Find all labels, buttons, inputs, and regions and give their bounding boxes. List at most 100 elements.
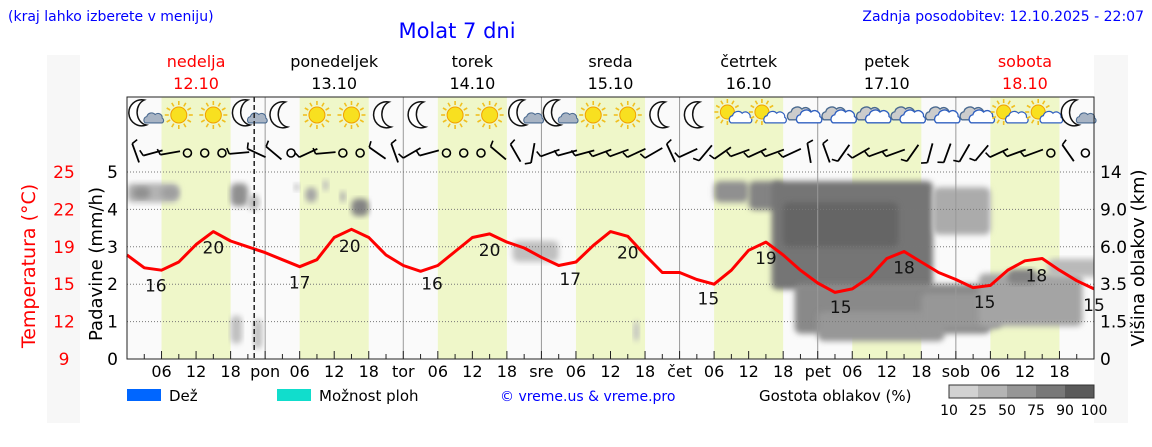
wind-barb-icon xyxy=(921,143,934,164)
sun-ray xyxy=(442,107,447,111)
wind-barb-feather xyxy=(726,150,732,157)
sun-ray xyxy=(355,102,360,107)
cloud-patch xyxy=(932,187,991,235)
cloud-scale-label: 90 xyxy=(1056,403,1074,419)
wind-barb-shaft xyxy=(926,143,934,163)
sun-cloud-icon xyxy=(990,99,1029,125)
wind-barb-icon xyxy=(806,139,814,164)
sun-ray xyxy=(1031,100,1035,105)
cloud-patch xyxy=(293,183,300,191)
day-name: sobota xyxy=(998,52,1052,71)
legend: Dež Možnost ploh © vreme.us & vreme.pro … xyxy=(127,384,1107,419)
sun-ray xyxy=(183,123,187,128)
cloud-height-tick: 9.0 xyxy=(1100,200,1127,220)
sun-icon xyxy=(302,101,331,129)
wind-barb-shaft xyxy=(942,143,952,163)
sun-ray xyxy=(632,102,636,107)
wind-barb-icon xyxy=(881,148,906,158)
wind-barb-shaft xyxy=(540,148,560,158)
cloud-scale-swatch xyxy=(949,385,978,398)
wind-barb-shaft xyxy=(1006,148,1026,158)
moon-cloud-icon xyxy=(1060,99,1097,127)
x-tick-label: 06 xyxy=(980,362,1000,381)
moon-shape xyxy=(649,101,671,129)
sun-ray xyxy=(459,102,463,107)
cloud-shape xyxy=(1075,112,1097,124)
wind-barb-feather xyxy=(953,159,960,163)
clouds-icon xyxy=(890,106,927,124)
sun-ray xyxy=(205,102,210,107)
wind-barb-feather xyxy=(846,153,853,159)
cloud-shape xyxy=(830,109,857,124)
sun-ray xyxy=(325,107,330,111)
moon-icon xyxy=(269,101,291,129)
location-hint[interactable]: (kraj lahko izberete v meniju) xyxy=(8,9,214,25)
sun-ray xyxy=(343,123,348,128)
sun-ray xyxy=(459,123,463,128)
sun-ray xyxy=(463,107,468,111)
cloud-patch xyxy=(132,187,151,199)
wind-barb-feather xyxy=(368,140,372,148)
wind-barb-feather xyxy=(985,152,991,158)
wind-barb-icon xyxy=(726,148,750,158)
cloud-height-tick: 1.5 xyxy=(1100,313,1127,333)
moon-shape xyxy=(231,99,253,127)
cloud-patch xyxy=(230,183,248,207)
wind-barb-feather xyxy=(226,147,231,155)
wind-barb-icon xyxy=(397,147,422,159)
x-tick-label: 18 xyxy=(220,362,240,381)
credit-link[interactable]: © vreme.us & vreme.pro xyxy=(500,389,675,405)
x-tick-label: 18 xyxy=(359,362,379,381)
moon-shape xyxy=(1060,99,1082,127)
wind-barb-shaft xyxy=(1061,144,1075,162)
moon-cloud-icon xyxy=(231,99,268,127)
wind-barb-feather xyxy=(509,139,516,145)
x-tick-label: 06 xyxy=(289,362,309,381)
wind-barb-shaft xyxy=(626,147,646,159)
clouds-icon xyxy=(855,106,892,124)
sun-ray xyxy=(992,104,997,109)
wind-barb-icon xyxy=(953,143,971,163)
moon-cloud-icon xyxy=(128,99,165,127)
sun-ray xyxy=(325,119,330,123)
moon-icon xyxy=(683,101,705,129)
sun-ray xyxy=(304,119,309,123)
sun-ray xyxy=(217,123,222,128)
sun-ray xyxy=(715,104,720,109)
temperature-line xyxy=(126,227,1095,294)
cloud-shape xyxy=(795,109,823,124)
sun-ray xyxy=(580,107,585,111)
temperature-tick: 12 xyxy=(53,313,75,333)
sun-disc xyxy=(446,106,464,124)
wind-barb-feather xyxy=(969,157,976,162)
wind-calm-icon xyxy=(458,148,469,158)
daylight-band xyxy=(714,97,784,359)
sun-ray xyxy=(477,107,482,111)
moon-shape xyxy=(542,99,564,127)
sun-ray xyxy=(497,107,503,111)
cloud-patch xyxy=(230,315,243,344)
cloud-scale-swatch xyxy=(1036,385,1065,398)
sun-ray xyxy=(205,123,210,128)
temperature-label: 16 xyxy=(145,276,167,296)
moon-shape xyxy=(128,99,150,127)
precip-tick: 1 xyxy=(107,313,118,333)
cloud-shape xyxy=(899,109,927,124)
sun-ray xyxy=(585,102,589,107)
wind-barb-icon xyxy=(937,143,952,164)
wind-barb-shaft xyxy=(714,146,732,160)
cloud-scale-label: 75 xyxy=(1027,403,1045,419)
temperature-tick: 22 xyxy=(53,200,75,220)
wind-barb-icon xyxy=(1061,139,1075,162)
day-date: 16.10 xyxy=(726,74,772,93)
sun-ray xyxy=(754,119,759,124)
wind-barb-icon xyxy=(622,147,646,159)
wind-barb-feather xyxy=(156,148,162,156)
clouds-icon xyxy=(924,106,961,124)
wind-barb-shaft xyxy=(906,144,920,162)
moon-cloud-icon xyxy=(542,99,579,127)
wind-barb-icon xyxy=(509,139,522,163)
sun-ray xyxy=(497,119,503,123)
wind-calm-icon xyxy=(1080,148,1091,158)
